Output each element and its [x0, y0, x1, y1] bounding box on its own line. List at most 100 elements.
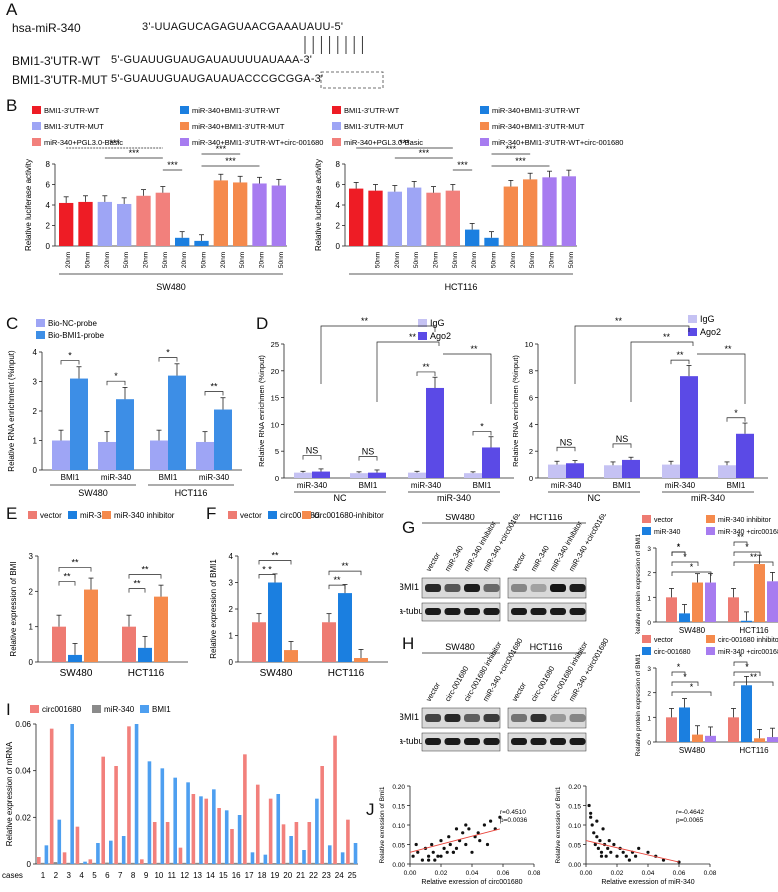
panel-d-hct116-group-label: miR-340	[691, 493, 725, 503]
panel-e-bar	[154, 596, 168, 662]
panel-b-sw480-bar	[97, 201, 112, 246]
panel-b-sw-legend-swatch	[32, 122, 41, 130]
panel-j-mir340-x-tick-label: 0.00	[580, 870, 593, 877]
panel-letter-e: E	[6, 504, 18, 523]
panel-h-chart-bar	[754, 738, 765, 742]
panel-letter-j: J	[366, 800, 375, 819]
panel-d-sw480-group-label: miR-340	[437, 493, 471, 503]
panel-c-x-tick-label: BMI1	[61, 473, 80, 482]
panel-i-bar	[88, 859, 93, 864]
panel-d-hct116-sig-bracket	[670, 359, 690, 365]
panel-b-hct116-x-tick-label: 50nm	[529, 252, 536, 268]
panel-i-bar	[134, 724, 139, 864]
panel-b-sw480-bar	[194, 240, 209, 246]
panel-i-x-label: cases	[2, 871, 23, 880]
panel-g-bmi1-band	[550, 584, 566, 592]
panel-j-circ-point	[433, 858, 437, 862]
panel-g-cell-label: HCT116	[530, 514, 563, 522]
panel-e-bar	[138, 647, 152, 662]
panel-j-mir340-point	[609, 850, 613, 854]
panel-d-hct116-sig-bracket	[726, 417, 746, 422]
panel-g-chart-bar	[767, 581, 778, 622]
panel-b-sw480-x-tick-label: 20nm	[104, 252, 111, 268]
panel-h-chart-legend-label: miR-340 +circ001680	[718, 649, 778, 656]
panel-i-bar	[195, 862, 199, 864]
panel-f-legend-label: circ001680-inhibitor	[314, 511, 384, 520]
panel-h-chart-legend-label: circ-001680	[654, 649, 691, 656]
panel-h-chart-y-tick-label: 1	[647, 715, 651, 722]
panel-h-tubulin-band	[550, 738, 566, 745]
panel-f-y-label: Relative expression of BMI1	[209, 559, 218, 659]
panel-i-x-tick-label: 13	[193, 871, 202, 880]
panel-j-mir340-x-tick-label: 0.08	[704, 870, 717, 877]
panel-h-chart-sig-label: *	[739, 652, 743, 662]
panel-i-bar	[44, 845, 49, 864]
panel-d-sw480-sig-label: **	[422, 362, 430, 372]
panel-j-mir340-x-tick-label: 0.06	[673, 870, 686, 877]
panel-i-bar	[109, 840, 113, 864]
panel-b-hct116-bar	[407, 187, 422, 246]
panel-b-sw480-sig-label: ***	[216, 144, 227, 154]
panel-i-bar	[208, 863, 212, 864]
panel-i-x-tick-label: 25	[348, 871, 357, 880]
wt-seq: 5'-GUAUUGUAUGAUAUUUUAUAAA-3'	[111, 54, 313, 66]
panel-f-y-tick-label: 4	[229, 552, 234, 561]
panel-i-bar	[40, 862, 45, 864]
panel-i-y-label: Relative expression of mRNA	[5, 741, 14, 846]
panel-g-chart-bar	[728, 597, 739, 622]
panel-j-circ-point	[448, 842, 452, 847]
panel-d-hct116-long-sig: **	[724, 344, 732, 354]
panel-f-sig-bracket	[258, 574, 276, 579]
panel-i-x-tick-label: 12	[180, 871, 189, 880]
panel-i-bar	[243, 754, 247, 864]
panel-c-y-tick-label: 3	[33, 378, 38, 387]
panel-j-mir340-x-label: Relative exression of miR-340	[601, 879, 694, 886]
panel-g-chart-y-tick-label: 1	[647, 595, 651, 602]
panel-g-blot-box	[507, 602, 587, 622]
panel-g-chart-x-tick-label: SW480	[679, 626, 706, 634]
panel-c-sig-bracket	[158, 357, 178, 362]
panel-j-mir340-y-tick-label: 0.10	[568, 823, 581, 830]
panel-e-sig-bracket	[58, 581, 76, 586]
panel-j-circ-x-tick-label: 0.08	[528, 870, 541, 877]
panel-g-tubulin-band	[444, 608, 461, 615]
panel-b-sw-legend-swatch	[180, 106, 189, 114]
panel-i-x-tick-label: 20	[283, 871, 292, 880]
panel-j-mir340-r-value: r=-0.4642	[676, 809, 704, 816]
panel-d-hct116-sig-bracket	[612, 443, 632, 448]
panel-b-hct116-bar	[561, 176, 576, 246]
panel-d-sw480-y-tick-label: 10	[271, 420, 279, 429]
panel-d-sw480-sig-label: NS	[362, 447, 375, 457]
panel-d-sw-legend-label: IgG	[430, 318, 445, 328]
panel-h-lane-label: vector	[510, 680, 528, 703]
panel-j-mir340-point	[601, 827, 605, 831]
panel-d-sw480-bar-igg	[464, 473, 482, 478]
panel-d-hct116-bar-igg	[548, 464, 566, 478]
panel-j-mir340-fit-line	[585, 840, 680, 863]
panel-b-hct116-x-tick-label: 50nm	[452, 252, 459, 268]
panel-e-sig-bracket	[128, 574, 162, 579]
panel-g-chart-x-tick-label: HCT116	[739, 626, 769, 634]
panel-d-hct116-x-tick-label: BMI1	[613, 481, 632, 490]
panel-g-chart-legend-label: miR-340	[654, 529, 681, 536]
panel-j-circ-point	[454, 846, 459, 850]
panel-i-x-tick-label: 19	[270, 871, 279, 880]
panel-g-chart-bar	[705, 582, 716, 622]
panel-g-chart-legend-label: miR-340 inhibitor	[718, 517, 772, 524]
panel-c-y-tick-label: 1	[33, 437, 38, 446]
mirna-seq: 3'-UUAGUCAGAGUAACGAAAUAUU-5'	[142, 21, 344, 33]
panel-c-sig-label: *	[114, 371, 118, 381]
panel-e-sig-label: **	[141, 565, 149, 575]
panel-b-hct116-bar	[349, 188, 364, 246]
panel-j-mir340-point	[589, 811, 593, 815]
panel-f-sig-label: **	[341, 561, 349, 571]
panel-j-mir340-point	[627, 858, 631, 862]
panel-h-chart-x-tick-label: HCT116	[739, 746, 769, 755]
panel-d-sw480-bar-igg	[350, 473, 368, 478]
panel-b-sw480-y-tick-label: 0	[46, 242, 51, 251]
panel-d-hct116-group-label: NC	[588, 493, 601, 503]
panel-j-circ-point	[464, 823, 468, 827]
panel-i-bar	[294, 822, 299, 864]
panel-c-sig-label: *	[68, 351, 72, 361]
panel-j-circ-point	[461, 831, 465, 835]
